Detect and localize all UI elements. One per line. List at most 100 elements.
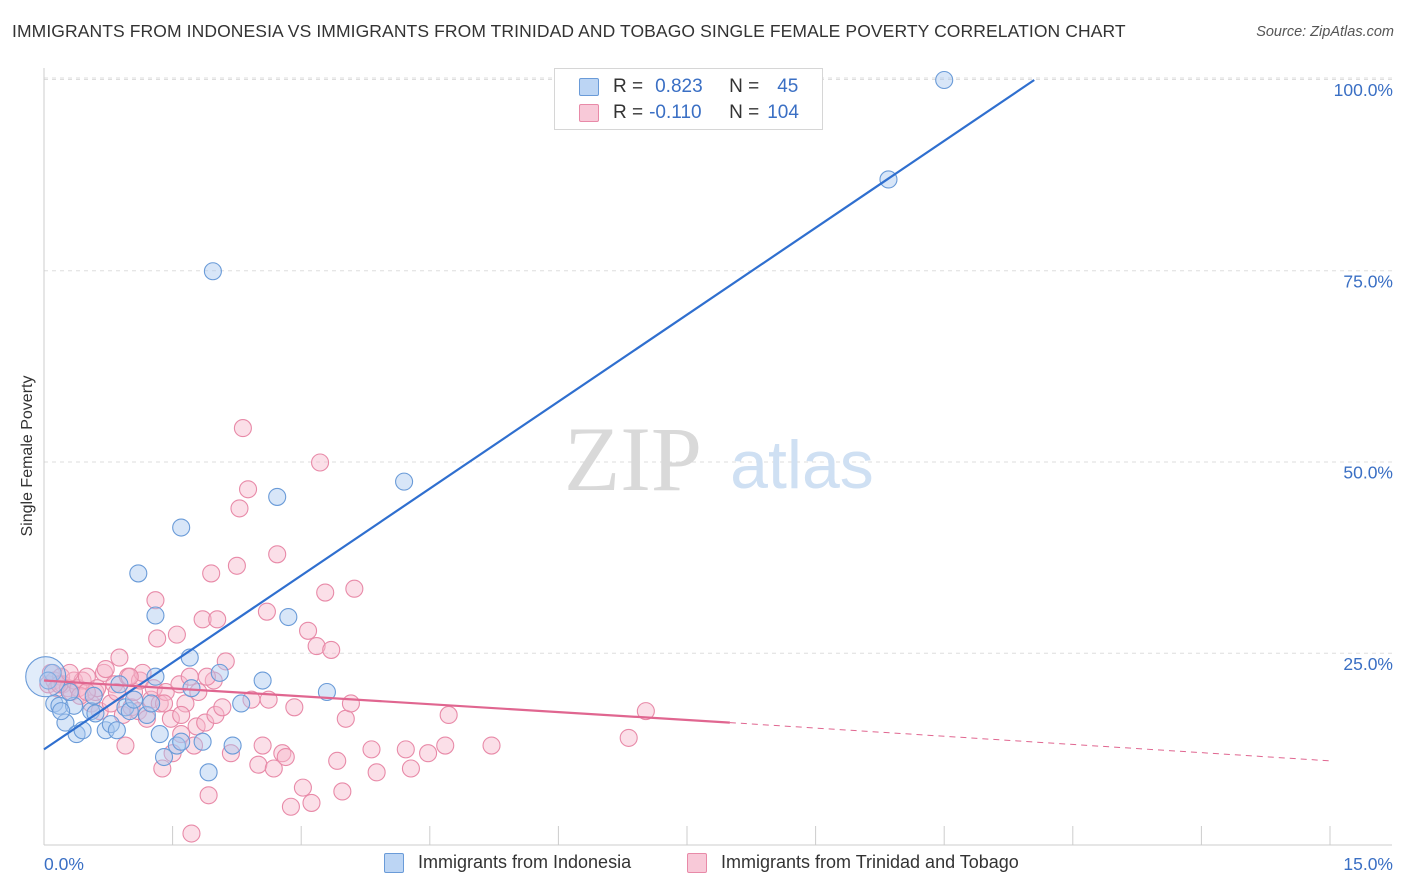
data-point-trinidad xyxy=(167,625,186,644)
data-point-trinidad xyxy=(249,755,268,774)
stats-legend: R = 0.823 N = 45 R = -0.110 N = 104 xyxy=(554,68,823,130)
data-point-indonesia xyxy=(146,606,165,625)
data-point-indonesia xyxy=(268,487,287,506)
legend-r-label: R = xyxy=(613,102,644,123)
data-point-indonesia xyxy=(142,694,161,713)
data-point-indonesia xyxy=(172,518,191,537)
data-point-trinidad xyxy=(77,667,96,686)
watermark-atlas: atlas xyxy=(730,427,874,503)
x-tick-label-max: 15.0% xyxy=(1343,854,1393,874)
y-tick-label: 100.0% xyxy=(1334,80,1393,100)
data-point-indonesia xyxy=(199,763,218,782)
data-point-indonesia-cluster xyxy=(25,656,67,698)
data-point-trinidad xyxy=(230,499,249,518)
legend-swatch-indonesia xyxy=(579,78,599,96)
legend-swatch-trinidad xyxy=(579,104,599,122)
data-point-trinidad xyxy=(227,556,246,575)
data-point-indonesia xyxy=(395,472,414,491)
data-point-trinidad xyxy=(299,621,318,640)
data-point-trinidad xyxy=(199,786,218,805)
data-point-trinidad xyxy=(148,629,167,648)
data-point-trinidad xyxy=(216,652,235,671)
data-point-trinidad xyxy=(110,648,129,667)
data-point-trinidad xyxy=(187,717,206,736)
data-point-indonesia xyxy=(56,713,75,732)
legend-label-trinidad: Immigrants from Trinidad and Tobago xyxy=(721,852,1019,872)
trendline-indonesia xyxy=(43,79,1035,751)
data-point-trinidad xyxy=(208,610,227,629)
data-point-trinidad xyxy=(322,640,341,659)
data-point-trinidad xyxy=(96,659,115,679)
data-point-trinidad xyxy=(401,759,420,778)
data-point-trinidad xyxy=(302,793,321,812)
data-point-trinidad xyxy=(238,480,258,499)
data-point-trinidad xyxy=(264,759,283,778)
data-point-indonesia xyxy=(935,70,954,90)
series-legend: Immigrants from Indonesia Immigrants fro… xyxy=(0,852,1406,876)
data-point-trinidad xyxy=(146,591,165,610)
data-point-trinidad xyxy=(439,705,458,725)
legend-label-indonesia: Immigrants from Indonesia xyxy=(418,852,632,872)
trendline-trinidad xyxy=(43,679,730,724)
data-point-indonesia xyxy=(317,682,336,702)
data-point-trinidad xyxy=(436,736,455,755)
data-point-indonesia xyxy=(150,725,169,744)
data-point-trinidad xyxy=(193,610,212,629)
data-point-trinidad xyxy=(161,709,180,728)
data-point-indonesia xyxy=(279,607,298,627)
watermark-zip: ZIP xyxy=(564,408,702,510)
data-point-trinidad xyxy=(311,453,330,472)
data-point-indonesia xyxy=(52,702,71,721)
data-point-indonesia xyxy=(232,694,251,713)
series-trinidad-points xyxy=(39,419,655,843)
legend-row-indonesia: R = 0.823 N = 45 xyxy=(579,75,798,99)
legend-item-trinidad[interactable]: Immigrants from Trinidad and Tobago xyxy=(687,852,1019,873)
legend-n-label: N = xyxy=(729,102,760,123)
data-point-trinidad xyxy=(233,419,252,438)
legend-n-label: N = xyxy=(729,76,760,97)
series-indonesia-points xyxy=(25,70,954,782)
legend-r-value: 0.823 xyxy=(655,76,703,97)
data-point-trinidad xyxy=(345,579,364,598)
data-point-trinidad xyxy=(196,713,215,732)
data-point-trinidad xyxy=(333,782,352,801)
legend-row-trinidad: R = -0.110 N = 104 xyxy=(579,101,799,125)
data-point-trinidad xyxy=(206,705,225,725)
data-point-trinidad xyxy=(213,698,232,717)
legend-swatch-trinidad xyxy=(687,852,707,873)
data-point-indonesia xyxy=(210,663,229,682)
data-point-trinidad xyxy=(336,709,355,728)
data-point-indonesia xyxy=(84,686,103,705)
data-point-trinidad xyxy=(636,702,655,721)
data-point-trinidad xyxy=(482,736,501,755)
data-point-trinidad xyxy=(419,744,438,763)
data-point-indonesia xyxy=(193,732,212,751)
x-tick-label-min: 0.0% xyxy=(44,854,84,874)
legend-item-indonesia[interactable]: Immigrants from Indonesia xyxy=(384,852,631,873)
legend-swatch-indonesia xyxy=(384,852,404,873)
source-label: Source: ZipAtlas.com xyxy=(1256,24,1394,40)
watermark: ZIP atlas xyxy=(564,408,874,510)
data-point-trinidad xyxy=(221,744,240,763)
data-point-trinidad xyxy=(293,778,312,797)
gridlines xyxy=(43,68,1395,846)
chart-title: IMMIGRANTS FROM INDONESIA VS IMMIGRANTS … xyxy=(12,21,1126,41)
data-point-trinidad xyxy=(172,725,191,744)
data-point-indonesia xyxy=(60,682,79,702)
data-point-trinidad xyxy=(341,694,360,713)
data-point-indonesia xyxy=(253,671,272,690)
axis-labels: 25.0% 50.0% 75.0% 100.0% 0.0% 15.0% xyxy=(44,80,1393,874)
data-point-trinidad xyxy=(276,747,295,767)
data-point-trinidad xyxy=(50,675,69,694)
trendline-trinidad-extension xyxy=(729,722,1331,762)
data-point-indonesia xyxy=(137,705,156,725)
y-tick-label: 75.0% xyxy=(1343,271,1393,291)
data-point-trinidad xyxy=(202,564,221,583)
data-point-indonesia xyxy=(120,702,139,721)
data-point-indonesia xyxy=(223,736,242,755)
data-point-trinidad xyxy=(362,740,381,759)
data-point-indonesia xyxy=(172,732,191,751)
legend-n-value: 104 xyxy=(767,102,799,123)
data-point-trinidad xyxy=(116,736,135,755)
